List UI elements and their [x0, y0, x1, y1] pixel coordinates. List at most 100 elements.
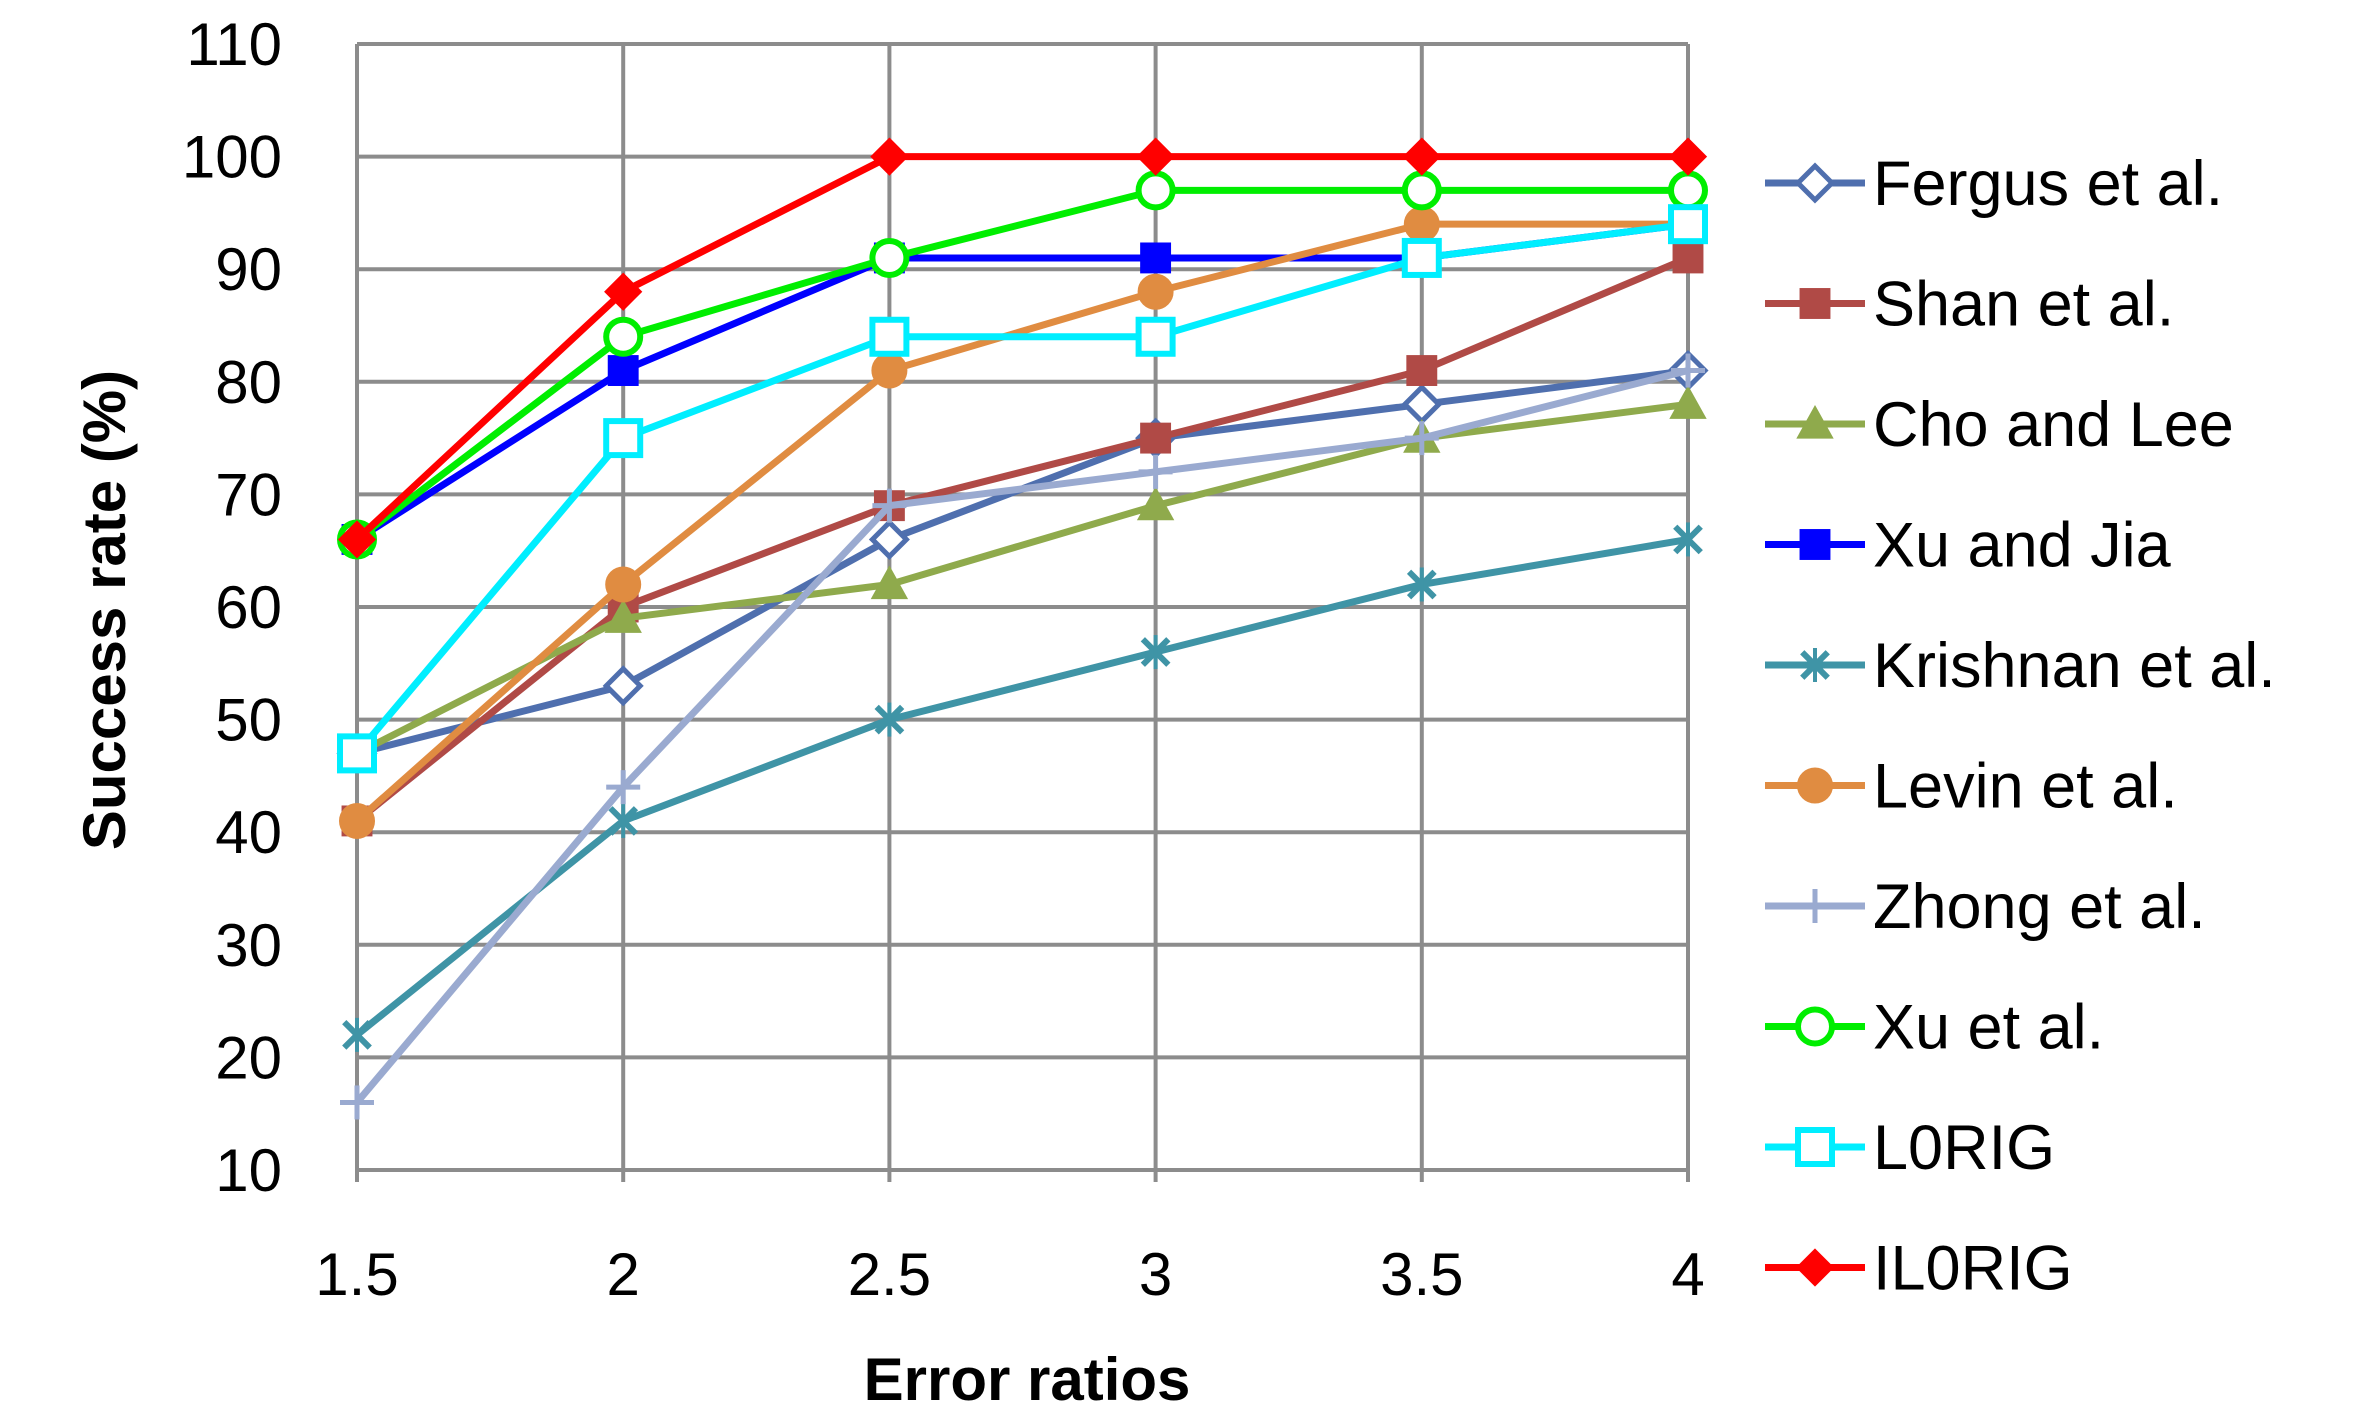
- series-line: [354, 535, 1689, 1038]
- data-point: [868, 518, 910, 560]
- data-point: [608, 803, 639, 838]
- legend-marker: [1795, 1127, 1835, 1167]
- legend-item-shan-et-al: Shan et al.: [1765, 270, 2174, 340]
- data-point: [872, 488, 907, 523]
- data-point: [342, 1017, 372, 1052]
- series-line: [354, 254, 1690, 824]
- grid-layer: [355, 42, 1690, 1182]
- y-tick-label: 60: [215, 574, 282, 641]
- legend-marker: [1798, 889, 1832, 923]
- series-zhong-et-al: [340, 353, 1705, 1120]
- legend-item-fergus-et-al: Fergus et al.: [1765, 149, 2223, 219]
- series-line: [354, 220, 1689, 756]
- data-point: [339, 802, 375, 839]
- legend-marker: [1796, 404, 1834, 439]
- data-point: [337, 520, 377, 559]
- data-point: [869, 237, 910, 278]
- series-cho-and-lee: [338, 385, 1707, 768]
- legend-label: Cho and Lee: [1873, 390, 2234, 460]
- data-point: [1671, 353, 1705, 388]
- legend-label: Shan et al.: [1873, 270, 2174, 340]
- series-krishnan-et-al: [342, 522, 1703, 1052]
- data-point: [605, 566, 642, 603]
- data-point: [603, 316, 644, 357]
- legend-marker: [1794, 162, 1836, 204]
- y-tick-label: 100: [182, 124, 282, 191]
- data-point: [1668, 170, 1708, 211]
- data-point: [1136, 486, 1175, 521]
- data-point: [870, 565, 909, 600]
- data-point: [604, 599, 642, 633]
- data-point: [1673, 522, 1703, 557]
- data-point: [602, 665, 644, 707]
- legend-label: Xu and Jia: [1873, 511, 2172, 581]
- series-line: [355, 400, 1689, 757]
- legend-item-l0rig: L0RIG: [1765, 1113, 2055, 1183]
- data-point: [1137, 273, 1174, 310]
- data-point: [1404, 421, 1439, 456]
- data-point: [1669, 385, 1707, 419]
- data-point: [1135, 316, 1176, 357]
- legend-label: IL0RIG: [1873, 1234, 2073, 1304]
- series-line: [354, 186, 1688, 543]
- legend-marker: [1797, 767, 1833, 804]
- x-tick-label: 1.5: [315, 1241, 398, 1308]
- legend-label: Xu et al.: [1873, 993, 2104, 1063]
- legend-item-zhong-et-al: Zhong et al.: [1765, 872, 2206, 942]
- x-tick-label: 3.5: [1380, 1241, 1463, 1308]
- data-point: [1672, 242, 1704, 274]
- data-point: [1402, 137, 1441, 176]
- legend-label: Fergus et al.: [1873, 149, 2223, 219]
- y-tick-label: 30: [215, 912, 282, 979]
- data-point: [869, 316, 910, 357]
- data-point: [607, 355, 639, 386]
- series-il0rig: [337, 137, 1708, 559]
- legend-marker: [1799, 288, 1831, 319]
- y-tick-label: 70: [215, 461, 282, 528]
- series-line: [354, 153, 1688, 543]
- legend-label: L0RIG: [1873, 1113, 2055, 1183]
- legend-marker: [1799, 529, 1831, 560]
- x-tick-label: 2.5: [848, 1241, 931, 1308]
- y-tick-label: 40: [215, 799, 282, 866]
- y-axis-title: Success rate (%): [71, 370, 138, 850]
- data-point: [870, 137, 909, 176]
- data-point: [1403, 206, 1440, 243]
- legend-label: Krishnan et al.: [1873, 631, 2276, 701]
- legend-item-levin-et-al: Levin et al.: [1765, 752, 2178, 822]
- data-point: [1140, 422, 1172, 454]
- data-point: [1668, 137, 1708, 176]
- data-point: [1135, 170, 1176, 211]
- data-point: [1138, 454, 1173, 489]
- series-levin-et-al: [339, 206, 1706, 839]
- data-point: [606, 770, 641, 805]
- legend-item-il0rig: IL0RIG: [1765, 1234, 2073, 1304]
- legend-marker: [1795, 1006, 1835, 1047]
- axis-layer: 10 20 30 40 50 60 70 80 90 100 110 1.5 2 2.5 3 3.5 4: [182, 11, 1705, 1308]
- data-point: [1401, 237, 1442, 278]
- legend-marker: [1795, 1248, 1835, 1287]
- data-point: [1668, 204, 1708, 245]
- x-tick-label: 4: [1671, 1241, 1704, 1308]
- y-tick-label: 50: [215, 687, 282, 754]
- x-tick-label: 2: [607, 1241, 640, 1308]
- legend: Fergus et al. Shan et al. Cho and Lee Xu an…: [1765, 149, 2276, 1304]
- data-point: [1406, 355, 1438, 386]
- data-point: [340, 1085, 374, 1120]
- y-tick-label: 90: [215, 236, 282, 303]
- series-l0rig: [337, 204, 1708, 774]
- data-point: [1401, 383, 1443, 425]
- data-point: [871, 352, 908, 389]
- legend-item-krishnan-et-al: Krishnan et al.: [1765, 631, 2276, 701]
- series-line: [354, 367, 1689, 1105]
- y-tick-label: 80: [215, 349, 282, 416]
- data-point: [603, 418, 644, 459]
- x-tick-label: 3: [1139, 1241, 1172, 1308]
- legend-marker: [1800, 648, 1830, 682]
- legend-label: Levin et al.: [1873, 752, 2178, 822]
- x-axis-title: Error ratios: [864, 1346, 1191, 1413]
- data-point: [874, 702, 905, 737]
- data-point: [1140, 242, 1172, 274]
